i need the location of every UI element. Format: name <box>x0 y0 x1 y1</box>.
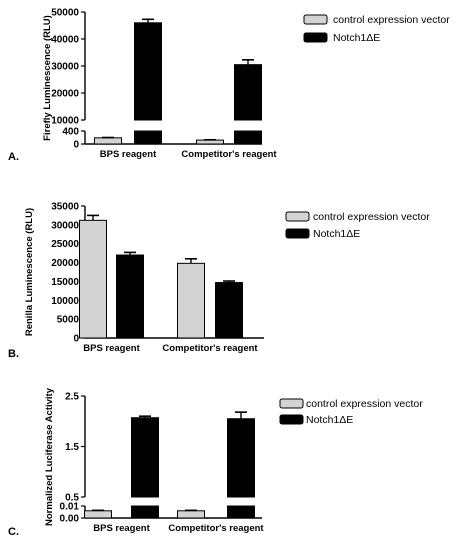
chart-2-legend-label-0: control expression vector <box>306 398 423 410</box>
chart-1-legend-swatch-0 <box>285 211 310 222</box>
chart-2-legend-swatch-1 <box>279 414 304 425</box>
chart-1-y-axis-title: Renilla Luminescence (RLU) <box>24 208 35 336</box>
chart-2-category-label: Competitor's reagent <box>168 523 264 534</box>
chart-0-bar-0-0 <box>94 137 122 145</box>
chart-0-bar-1-1 <box>234 130 262 145</box>
chart-2-bar-1-0 <box>131 505 159 519</box>
chart-2-tick-label: 0.00 <box>60 514 80 525</box>
chart-0-tick-label: 400 <box>62 127 79 138</box>
chart-0-tick-label: 0 <box>73 140 79 151</box>
chart-1-category-label: Competitor's reagent <box>162 343 258 354</box>
chart-2-tick-label: 1.5 <box>65 442 79 453</box>
chart-1-bar-1-1 <box>215 282 243 339</box>
chart-0-bar-1-0-upper <box>134 22 162 121</box>
chart-1-bar-0-0 <box>79 219 107 339</box>
chart-2-legend-label-1: Notch1ΔE <box>306 414 353 426</box>
chart-2-bar-1-1-upper <box>227 418 255 498</box>
chart-2-bar-0-0 <box>84 510 112 519</box>
chart-1-legend-swatch-1 <box>285 228 310 239</box>
chart-2-y-axis-title: Normalized Luciferase Activity <box>44 387 55 526</box>
chart-2-bar-1-0-upper <box>131 417 159 498</box>
chart-0-bar-1-0 <box>134 130 162 145</box>
chart-1-category-label: BPS reagent <box>83 343 140 354</box>
chart-1-tick-label: 0 <box>73 334 79 345</box>
chart-0-category-label: Competitor's reagent <box>181 149 277 160</box>
chart-2-tick-label: 2.5 <box>65 392 79 403</box>
chart-1-tick-label: 35000 <box>51 202 79 213</box>
chart-0-tick-label: 20000 <box>51 89 79 100</box>
chart-2-legend-swatch-0 <box>279 398 304 409</box>
chart-2-tick-label: 0.5 <box>65 493 79 504</box>
chart-0-bar-1-1-upper <box>234 64 262 121</box>
chart-0-category-label: BPS reagent <box>100 149 157 160</box>
chart-2-category-label: BPS reagent <box>93 523 150 534</box>
chart-2-tick-label: 0.01 <box>60 502 80 513</box>
chart-0-legend-label-1: Notch1ΔE <box>333 32 380 44</box>
chart-1-tick-label: 20000 <box>51 258 79 269</box>
chart-1-tick-label: 25000 <box>51 239 79 250</box>
chart-0-y-axis-title: Firefly Luminescence (RLU) <box>42 15 53 141</box>
chart-0-legend-swatch-1 <box>303 32 328 43</box>
chart-1-bar-0-1 <box>177 262 205 339</box>
chart-0-panel-label: A. <box>8 151 19 163</box>
chart-1-legend-label-0: control expression vector <box>313 211 430 223</box>
chart-1-bar-1-0 <box>116 254 144 339</box>
chart-1-tick-label: 15000 <box>51 277 79 288</box>
chart-0-tick-label: 40000 <box>51 35 79 46</box>
chart-0-legend-label-0: control expression vector <box>333 14 450 26</box>
chart-0-legend-swatch-0 <box>303 14 328 25</box>
chart-2-bar-0-1 <box>177 510 205 519</box>
chart-0-tick-label: 50000 <box>51 8 79 19</box>
chart-2-bar-1-1 <box>227 505 255 519</box>
chart-0-tick-label: 10000 <box>51 116 79 127</box>
chart-1-legend-label-1: Notch1ΔE <box>313 228 360 240</box>
chart-0-tick-label: 30000 <box>51 62 79 73</box>
chart-1-tick-label: 10000 <box>51 296 79 307</box>
chart-1-tick-label: 30000 <box>51 220 79 231</box>
chart-1-tick-label: 5000 <box>57 315 80 326</box>
chart-1-panel-label: B. <box>8 348 19 360</box>
chart-2-panel-label: C. <box>8 526 19 538</box>
chart-0-bar-0-1 <box>196 139 224 145</box>
